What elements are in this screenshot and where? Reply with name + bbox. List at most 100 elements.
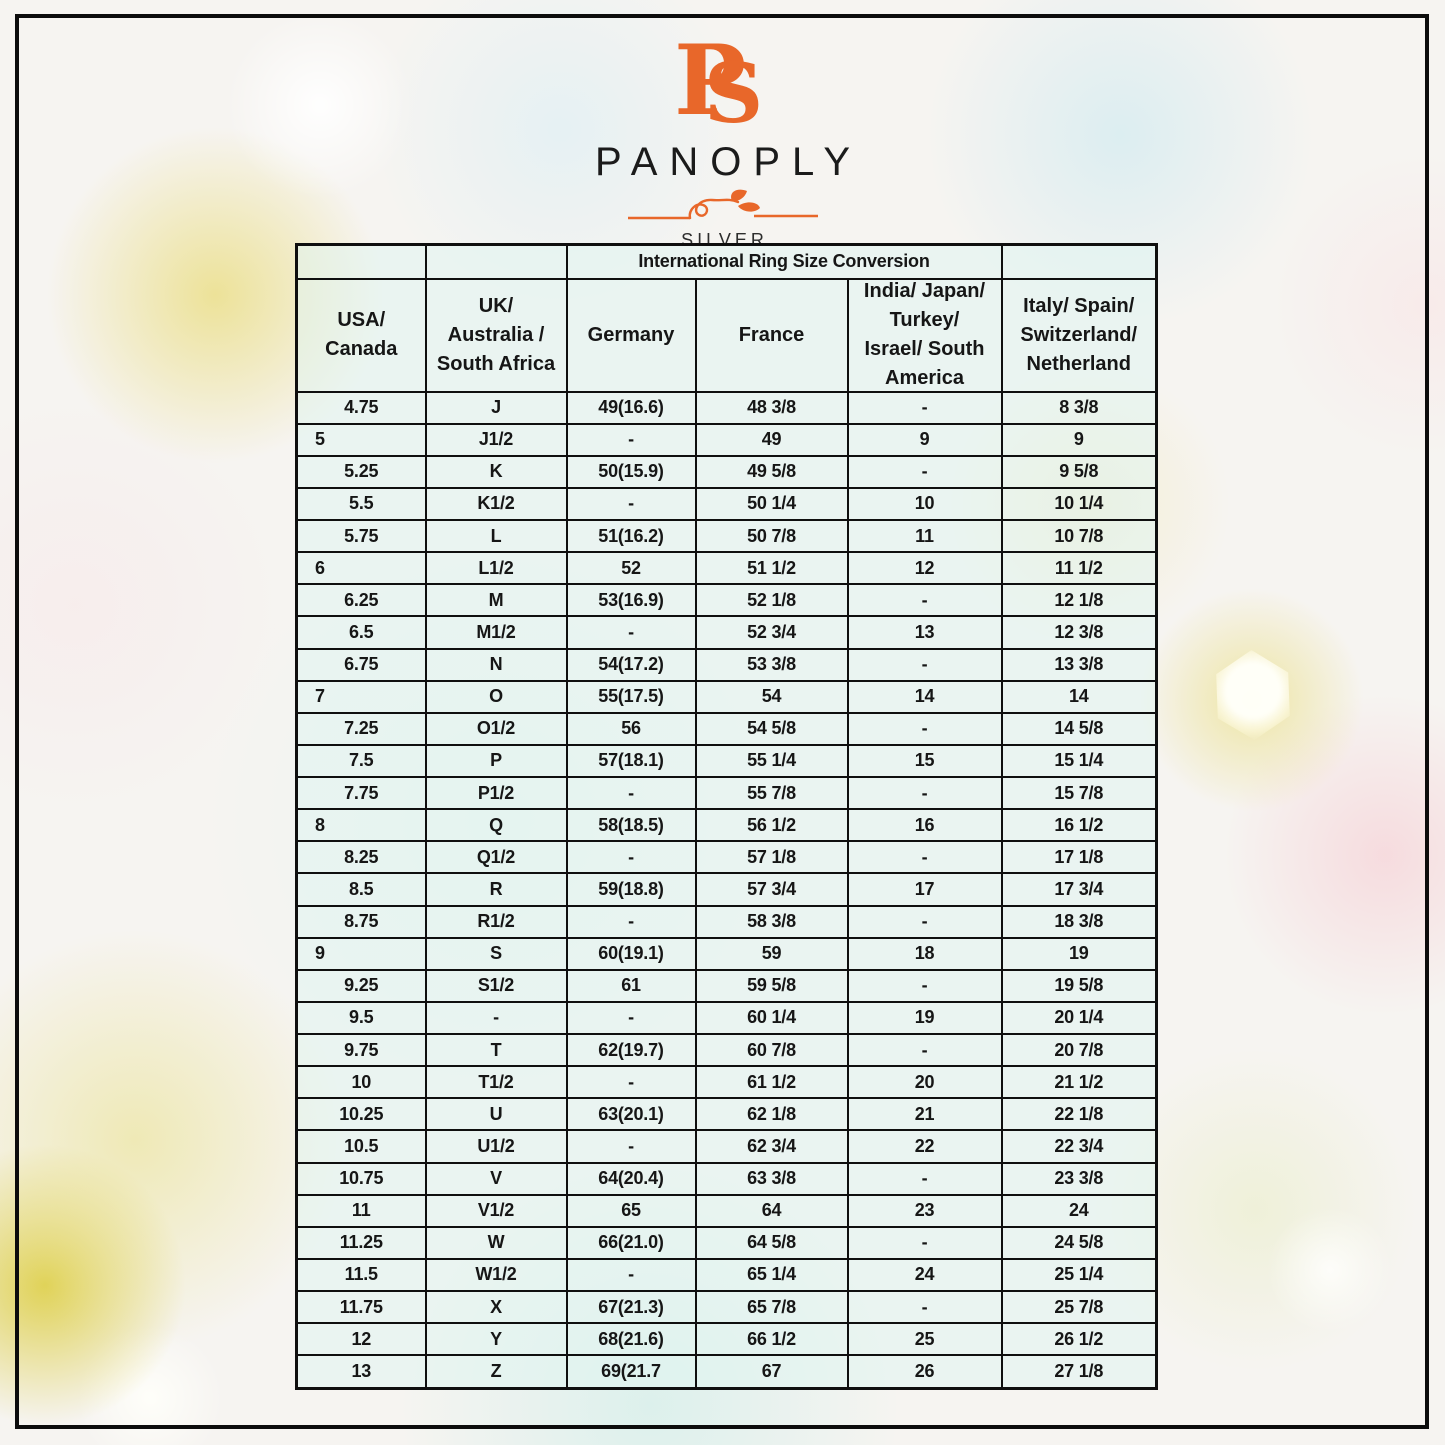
table-cell: - [565,615,697,650]
table-cell: P [424,743,568,779]
table-cell: 26 [846,1354,1003,1390]
table-cell: 62 1/8 [694,1097,849,1132]
table-cell: 11 [846,518,1003,554]
table-title: International Ring Size Conversion [565,243,1003,280]
table-cell: 54 [694,679,849,714]
table-cell: 19 5/8 [1000,968,1158,1003]
table-cell: - [565,775,697,811]
table-row: 12 Y 68(21.6) 66 1/2 25 26 1/2 [295,1322,1158,1357]
table-cell: L1/2 [424,551,568,586]
table-cell: 11.75 [295,1289,427,1325]
table-cell: 10 7/8 [1000,518,1158,554]
table-title-spacer [295,243,427,280]
table-cell: R1/2 [424,904,568,939]
table-row: 10 T1/2-61 1/2 20 21 1/2 [295,1065,1158,1100]
table-cell: M [424,583,568,618]
table-cell: 6 [295,551,427,586]
table-cell: 9 [295,936,427,971]
table-cell: - [565,486,697,522]
table-cell: Q [424,808,568,843]
table-cell: L [424,518,568,554]
table-cell: 60 1/4 [694,1000,849,1036]
table-row: 8 Q 58(18.5) 56 1/2 16 16 1/2 [295,808,1158,843]
table-row: 4.75 J 49(16.6) 48 3/8-8 3/8 [295,390,1158,425]
table-row: 11 V1/2 65 64 23 24 [295,1193,1158,1228]
table-cell: O1/2 [424,711,568,746]
leaf-flourish-icon [627,189,818,220]
table-cell: 52 [565,551,697,586]
table-cell: 59(18.8) [565,872,697,907]
table-cell: 55 1/4 [694,743,849,779]
table-cell: 62 3/4 [694,1129,849,1164]
table-title-spacer [1000,243,1158,280]
table-cell: - [846,454,1003,489]
table-cell: - [846,968,1003,1003]
table-cell: W [424,1225,568,1260]
table-cell: - [565,1129,697,1164]
table-row: 7.75 P1/2-55 7/8-15 7/8 [295,775,1158,811]
table-cell: 50(15.9) [565,454,697,489]
table-row: 5 J1/2-49 9 9 [295,422,1158,457]
table-cell: - [565,904,697,939]
table-cell: 8.25 [295,840,427,875]
table-cell: 10 1/4 [1000,486,1158,522]
table-cell: 59 5/8 [694,968,849,1003]
table-cell: 26 1/2 [1000,1322,1158,1357]
table-cell: X [424,1289,568,1325]
table-cell: 13 [295,1354,427,1390]
table-cell: 20 1/4 [1000,1000,1158,1036]
table-cell: 9.25 [295,968,427,1003]
table-cell: Z [424,1354,568,1390]
table-cell: 14 [1000,679,1158,714]
table-cell: 60 7/8 [694,1032,849,1068]
table-row: 8.5 R 59(18.8) 57 3/4 17 17 3/4 [295,872,1158,907]
table-cell: V1/2 [424,1193,568,1228]
table-cell: 7.25 [295,711,427,746]
table-cell: 64 5/8 [694,1225,849,1260]
table-cell: 57 1/8 [694,840,849,875]
table-cell: T1/2 [424,1065,568,1100]
table-cell: 49 [694,422,849,457]
table-cell: 56 1/2 [694,808,849,843]
table-row: 8.75 R1/2-58 3/8-18 3/8 [295,904,1158,939]
table-header-row: USA/ Canada UK/ Australia / South Africa… [295,277,1158,393]
table-cell: 10.25 [295,1097,427,1132]
table-cell: 10 [846,486,1003,522]
table-cell: 62(19.7) [565,1032,697,1068]
table-cell: 9.5 [295,1000,427,1036]
table-row: 5.75 L 51(16.2) 50 7/8 11 10 7/8 [295,518,1158,554]
table-cell: 24 5/8 [1000,1225,1158,1260]
column-header-italy-spain-switzerland-netherland: Italy/ Spain/ Switzerland/ Netherland [1000,277,1158,393]
table-row: 6 L1/2 52 51 1/2 12 11 1/2 [295,551,1158,586]
table-cell: S1/2 [424,968,568,1003]
table-cell: - [846,583,1003,618]
table-cell: 64 [694,1193,849,1228]
table-cell: 19 [846,1000,1003,1036]
table-row: 9.75 T 62(19.7) 60 7/8-20 7/8 [295,1032,1158,1068]
table-cell: - [846,840,1003,875]
column-header-label: USA/ Canada [325,309,398,360]
table-cell: 8.75 [295,904,427,939]
table-cell: 49 5/8 [694,454,849,489]
table-cell: 18 [846,936,1003,971]
table-cell: 15 7/8 [1000,775,1158,811]
monogram-letter-s: S [704,46,763,136]
table-cell: 15 [846,743,1003,779]
table-cell: 60(19.1) [565,936,697,971]
table-cell: 59 [694,936,849,971]
table-cell: 14 [846,679,1003,714]
table-cell: 68(21.6) [565,1322,697,1357]
table-cell: 13 3/8 [1000,647,1158,682]
table-cell: 6.75 [295,647,427,682]
column-header-germany: Germany [565,277,697,393]
table-cell: V [424,1161,568,1196]
table-row: 10.75 V 64(20.4) 63 3/8-23 3/8 [295,1161,1158,1196]
table-cell: 8 3/8 [1000,390,1158,425]
table-cell: 10 [295,1065,427,1100]
table-row: 11.75 X 67(21.3) 65 7/8-25 7/8 [295,1289,1158,1325]
table-cell: 65 1/4 [694,1257,849,1293]
ring-size-conversion-table: International Ring Size Conversion USA/ … [295,243,1158,1390]
table-cell: T [424,1032,568,1068]
table-cell: S [424,936,568,971]
table-cell: 55 7/8 [694,775,849,811]
